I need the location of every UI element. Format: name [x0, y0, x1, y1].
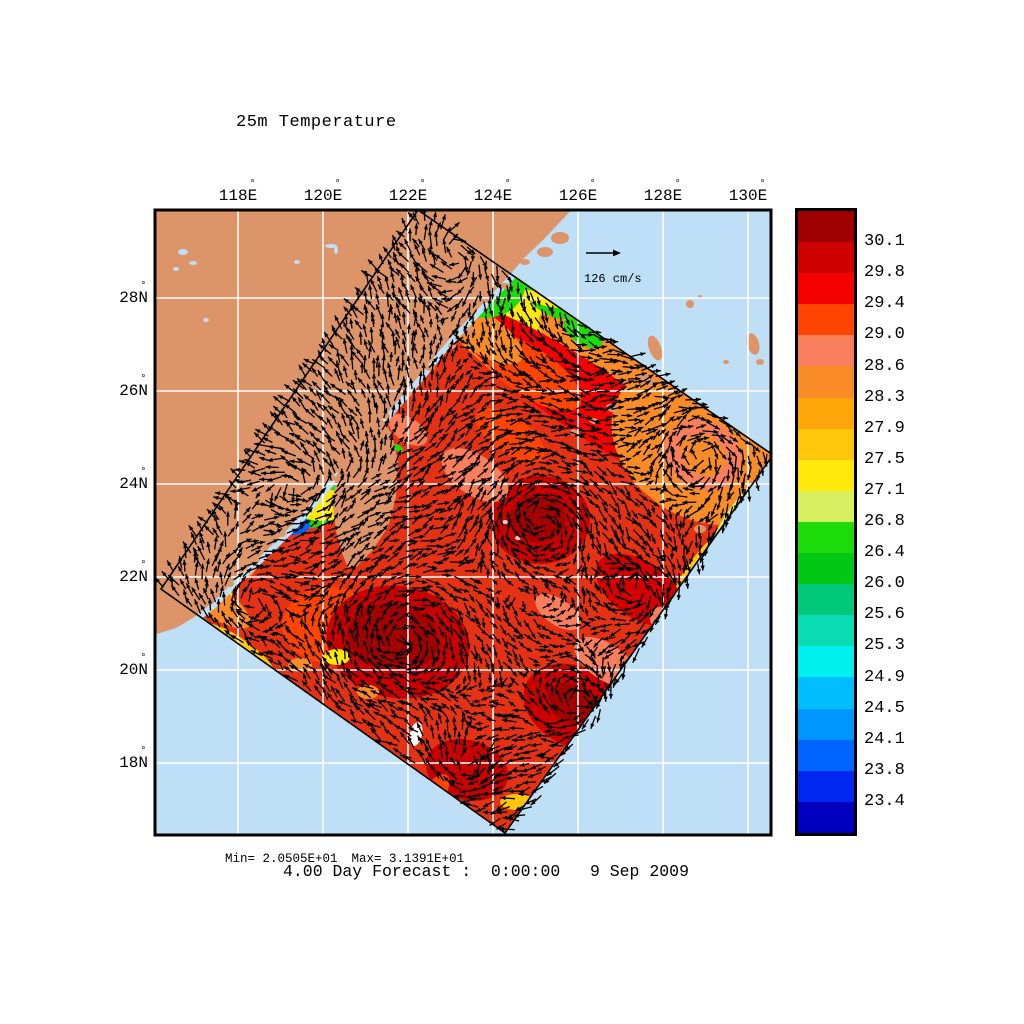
colorbar-segment — [798, 242, 854, 274]
colorbar — [795, 208, 857, 836]
field-min-label: Min= 2.0505E+01 — [225, 852, 338, 866]
colorbar-tick-label: 27.5 — [864, 449, 905, 469]
colorbar-segment — [798, 615, 854, 647]
stats-line: Min= 2.0505E+01 Max= 3.1391E+01 — [195, 838, 478, 880]
degree-symbol: ° — [140, 467, 147, 478]
lon-tick-label: 120E ° — [303, 179, 343, 205]
reference-vector-arrow — [586, 249, 621, 257]
degree-symbol: ° — [419, 179, 426, 190]
degree-symbol: ° — [334, 179, 341, 190]
lon-tick-label: 128E ° — [643, 179, 683, 205]
degree-symbol: ° — [140, 746, 147, 757]
colorbar-tick-label: 23.4 — [864, 791, 905, 811]
degree-symbol: ° — [140, 281, 147, 292]
colorbar-tick-label: 25.6 — [864, 605, 905, 625]
colorbar-tick-label: 24.5 — [864, 698, 905, 718]
lat-tick-label: 22N ° — [119, 560, 148, 586]
colorbar-segment — [798, 646, 854, 678]
plot-title: 25m Temperature — [236, 113, 397, 132]
lat-tick-label: 20N ° — [119, 653, 148, 679]
lat-tick-label: 28N ° — [119, 281, 148, 307]
degree-symbol: ° — [249, 179, 256, 190]
colorbar-tick-label: 28.3 — [864, 387, 905, 407]
colorbar-tick-label: 25.3 — [864, 636, 905, 656]
colorbar-tick-label: 29.8 — [864, 263, 905, 283]
lon-tick-label: 122E ° — [388, 179, 428, 205]
colorbar-segment — [798, 677, 854, 709]
current-vectors — [155, 210, 769, 832]
degree-symbol: ° — [504, 179, 511, 190]
colorbar-segment — [798, 459, 854, 491]
ryukyu-islands — [570, 295, 764, 533]
degree-symbol: ° — [589, 179, 596, 190]
colorbar-segment — [798, 739, 854, 771]
colorbar-tick-label: 26.4 — [864, 543, 905, 563]
colorbar-tick-label: 27.9 — [864, 418, 905, 438]
colorbar-segment — [798, 335, 854, 367]
colorbar-tick-label: 23.8 — [864, 760, 905, 780]
colorbar-tick-label: 29.4 — [864, 294, 905, 314]
colorbar-tick-label: 24.1 — [864, 729, 905, 749]
degree-symbol: ° — [674, 179, 681, 190]
colorbar-tick-label: 28.6 — [864, 356, 905, 376]
colorbar-segment — [798, 273, 854, 305]
colorbar-segment — [798, 211, 854, 243]
colorbar-segment — [798, 708, 854, 740]
colorbar-segment — [798, 553, 854, 585]
forecast-caption: 4.00 Day Forecast : 0:00:00 9 Sep 2009 — [283, 862, 689, 881]
lon-tick-label: 118E ° — [218, 179, 258, 205]
lat-tick-label: 26N ° — [119, 374, 148, 400]
colorbar-segment — [798, 490, 854, 522]
degree-symbol: ° — [140, 374, 147, 385]
colorbar-segment — [798, 397, 854, 429]
colorbar-tick-label: 24.9 — [864, 667, 905, 687]
colorbar-tick-label: 29.0 — [864, 325, 905, 345]
model-domain-boundary — [159, 210, 771, 835]
map-frame — [153, 208, 773, 837]
colorbar-tick-label: 27.1 — [864, 480, 905, 500]
colorbar-segment — [798, 770, 854, 802]
reference-vector-label: 126 cm/s — [584, 272, 642, 286]
degree-symbol: ° — [759, 179, 766, 190]
degree-symbol: ° — [140, 560, 147, 571]
colorbar-segment — [798, 428, 854, 460]
colorbar-segment — [798, 521, 854, 554]
degree-symbol: ° — [140, 653, 147, 664]
field-max-label: Max= 3.1391E+01 — [351, 852, 465, 866]
colorbar-tick-label: 26.8 — [864, 512, 905, 531]
lat-tick-label: 18N ° — [119, 746, 148, 772]
colorbar-segment — [798, 304, 854, 336]
colorbar-segment — [798, 801, 854, 833]
lon-tick-label: 130E ° — [728, 179, 768, 205]
lon-tick-label: 124E ° — [473, 179, 513, 205]
colorbar-segment — [798, 584, 854, 616]
lon-tick-label: 126E ° — [558, 179, 598, 205]
lat-tick-label: 24N ° — [119, 467, 148, 493]
colorbar-tick-label: 26.0 — [864, 574, 905, 594]
colorbar-tick-label: 30.1 — [864, 232, 905, 252]
colorbar-segment — [798, 366, 854, 398]
